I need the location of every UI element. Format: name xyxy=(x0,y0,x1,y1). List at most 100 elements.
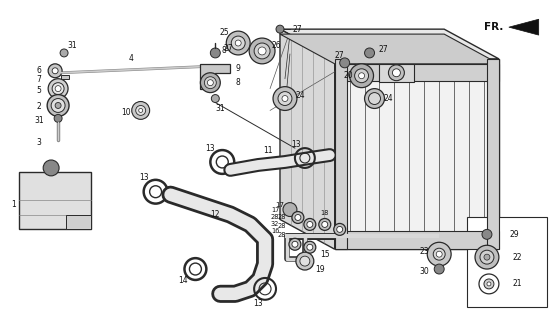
Text: 24: 24 xyxy=(384,94,393,103)
Text: 5: 5 xyxy=(37,86,42,95)
Circle shape xyxy=(249,38,275,64)
Polygon shape xyxy=(335,59,499,249)
Polygon shape xyxy=(335,64,499,81)
Circle shape xyxy=(359,73,365,79)
Text: 17: 17 xyxy=(276,202,285,208)
Circle shape xyxy=(211,95,219,102)
Circle shape xyxy=(475,245,499,269)
Circle shape xyxy=(350,64,374,88)
Circle shape xyxy=(296,252,314,270)
Text: 27: 27 xyxy=(223,44,233,53)
Text: 8: 8 xyxy=(236,78,241,87)
Circle shape xyxy=(289,238,301,250)
Circle shape xyxy=(292,241,298,247)
Text: 9: 9 xyxy=(236,64,241,73)
Text: 28: 28 xyxy=(278,223,286,229)
Bar xyxy=(467,218,546,307)
Polygon shape xyxy=(201,64,230,89)
Circle shape xyxy=(55,86,61,92)
Text: 7: 7 xyxy=(37,75,42,84)
Text: 13: 13 xyxy=(253,299,263,308)
Text: 4: 4 xyxy=(128,54,133,63)
Circle shape xyxy=(48,64,62,78)
Circle shape xyxy=(207,80,213,86)
Text: 31: 31 xyxy=(35,116,44,125)
Circle shape xyxy=(334,223,346,235)
Circle shape xyxy=(479,274,499,294)
Text: 27: 27 xyxy=(379,45,388,54)
Circle shape xyxy=(54,114,62,122)
Text: 28: 28 xyxy=(278,232,286,238)
Circle shape xyxy=(283,203,297,217)
Circle shape xyxy=(365,89,384,108)
Polygon shape xyxy=(66,214,91,229)
Polygon shape xyxy=(19,172,91,229)
Polygon shape xyxy=(61,75,69,79)
Text: FR.: FR. xyxy=(485,22,504,32)
Circle shape xyxy=(273,87,297,110)
Text: 26: 26 xyxy=(271,42,281,51)
Circle shape xyxy=(55,102,61,108)
Text: 31: 31 xyxy=(67,42,77,51)
Circle shape xyxy=(48,79,68,99)
Circle shape xyxy=(304,241,316,253)
Circle shape xyxy=(322,221,328,228)
Text: 32: 32 xyxy=(271,221,279,228)
Circle shape xyxy=(60,49,68,57)
Polygon shape xyxy=(280,34,499,64)
Circle shape xyxy=(226,31,250,55)
Circle shape xyxy=(136,106,146,116)
Circle shape xyxy=(307,244,313,250)
Circle shape xyxy=(211,48,220,58)
Circle shape xyxy=(276,25,284,33)
Text: 31: 31 xyxy=(216,104,225,113)
Circle shape xyxy=(307,221,313,228)
Polygon shape xyxy=(487,59,499,249)
Text: 15: 15 xyxy=(320,250,330,259)
Circle shape xyxy=(427,242,451,266)
Circle shape xyxy=(319,219,331,230)
Circle shape xyxy=(484,254,490,260)
Circle shape xyxy=(337,227,343,232)
Circle shape xyxy=(295,214,301,220)
Text: 3: 3 xyxy=(37,138,42,147)
Text: 13: 13 xyxy=(206,144,215,153)
Text: 1: 1 xyxy=(11,200,16,209)
Text: 2: 2 xyxy=(37,102,42,111)
Text: 6: 6 xyxy=(37,66,42,75)
Polygon shape xyxy=(280,29,499,59)
Polygon shape xyxy=(335,59,346,249)
Circle shape xyxy=(393,69,400,77)
Circle shape xyxy=(204,77,216,89)
Circle shape xyxy=(369,92,380,105)
Circle shape xyxy=(355,69,369,83)
Circle shape xyxy=(365,48,374,58)
Circle shape xyxy=(292,212,304,223)
Circle shape xyxy=(433,248,445,260)
Circle shape xyxy=(43,160,59,176)
Circle shape xyxy=(52,83,64,95)
Circle shape xyxy=(436,251,442,257)
Circle shape xyxy=(235,40,241,46)
Circle shape xyxy=(258,47,266,55)
Circle shape xyxy=(254,43,270,59)
Circle shape xyxy=(480,250,494,264)
Text: 28: 28 xyxy=(271,214,279,220)
Polygon shape xyxy=(509,19,539,35)
Polygon shape xyxy=(280,29,335,249)
Circle shape xyxy=(278,92,292,106)
Circle shape xyxy=(484,279,494,289)
Circle shape xyxy=(52,68,58,74)
Text: 19: 19 xyxy=(315,265,325,274)
Text: 18: 18 xyxy=(321,210,329,216)
Circle shape xyxy=(139,108,143,112)
Circle shape xyxy=(388,65,404,81)
Circle shape xyxy=(201,73,220,92)
Text: 14: 14 xyxy=(179,276,188,285)
Circle shape xyxy=(487,282,491,286)
Text: 11: 11 xyxy=(263,146,273,155)
Text: 27: 27 xyxy=(335,52,345,60)
Circle shape xyxy=(340,58,350,68)
Circle shape xyxy=(304,219,316,230)
Text: 8: 8 xyxy=(222,46,227,55)
